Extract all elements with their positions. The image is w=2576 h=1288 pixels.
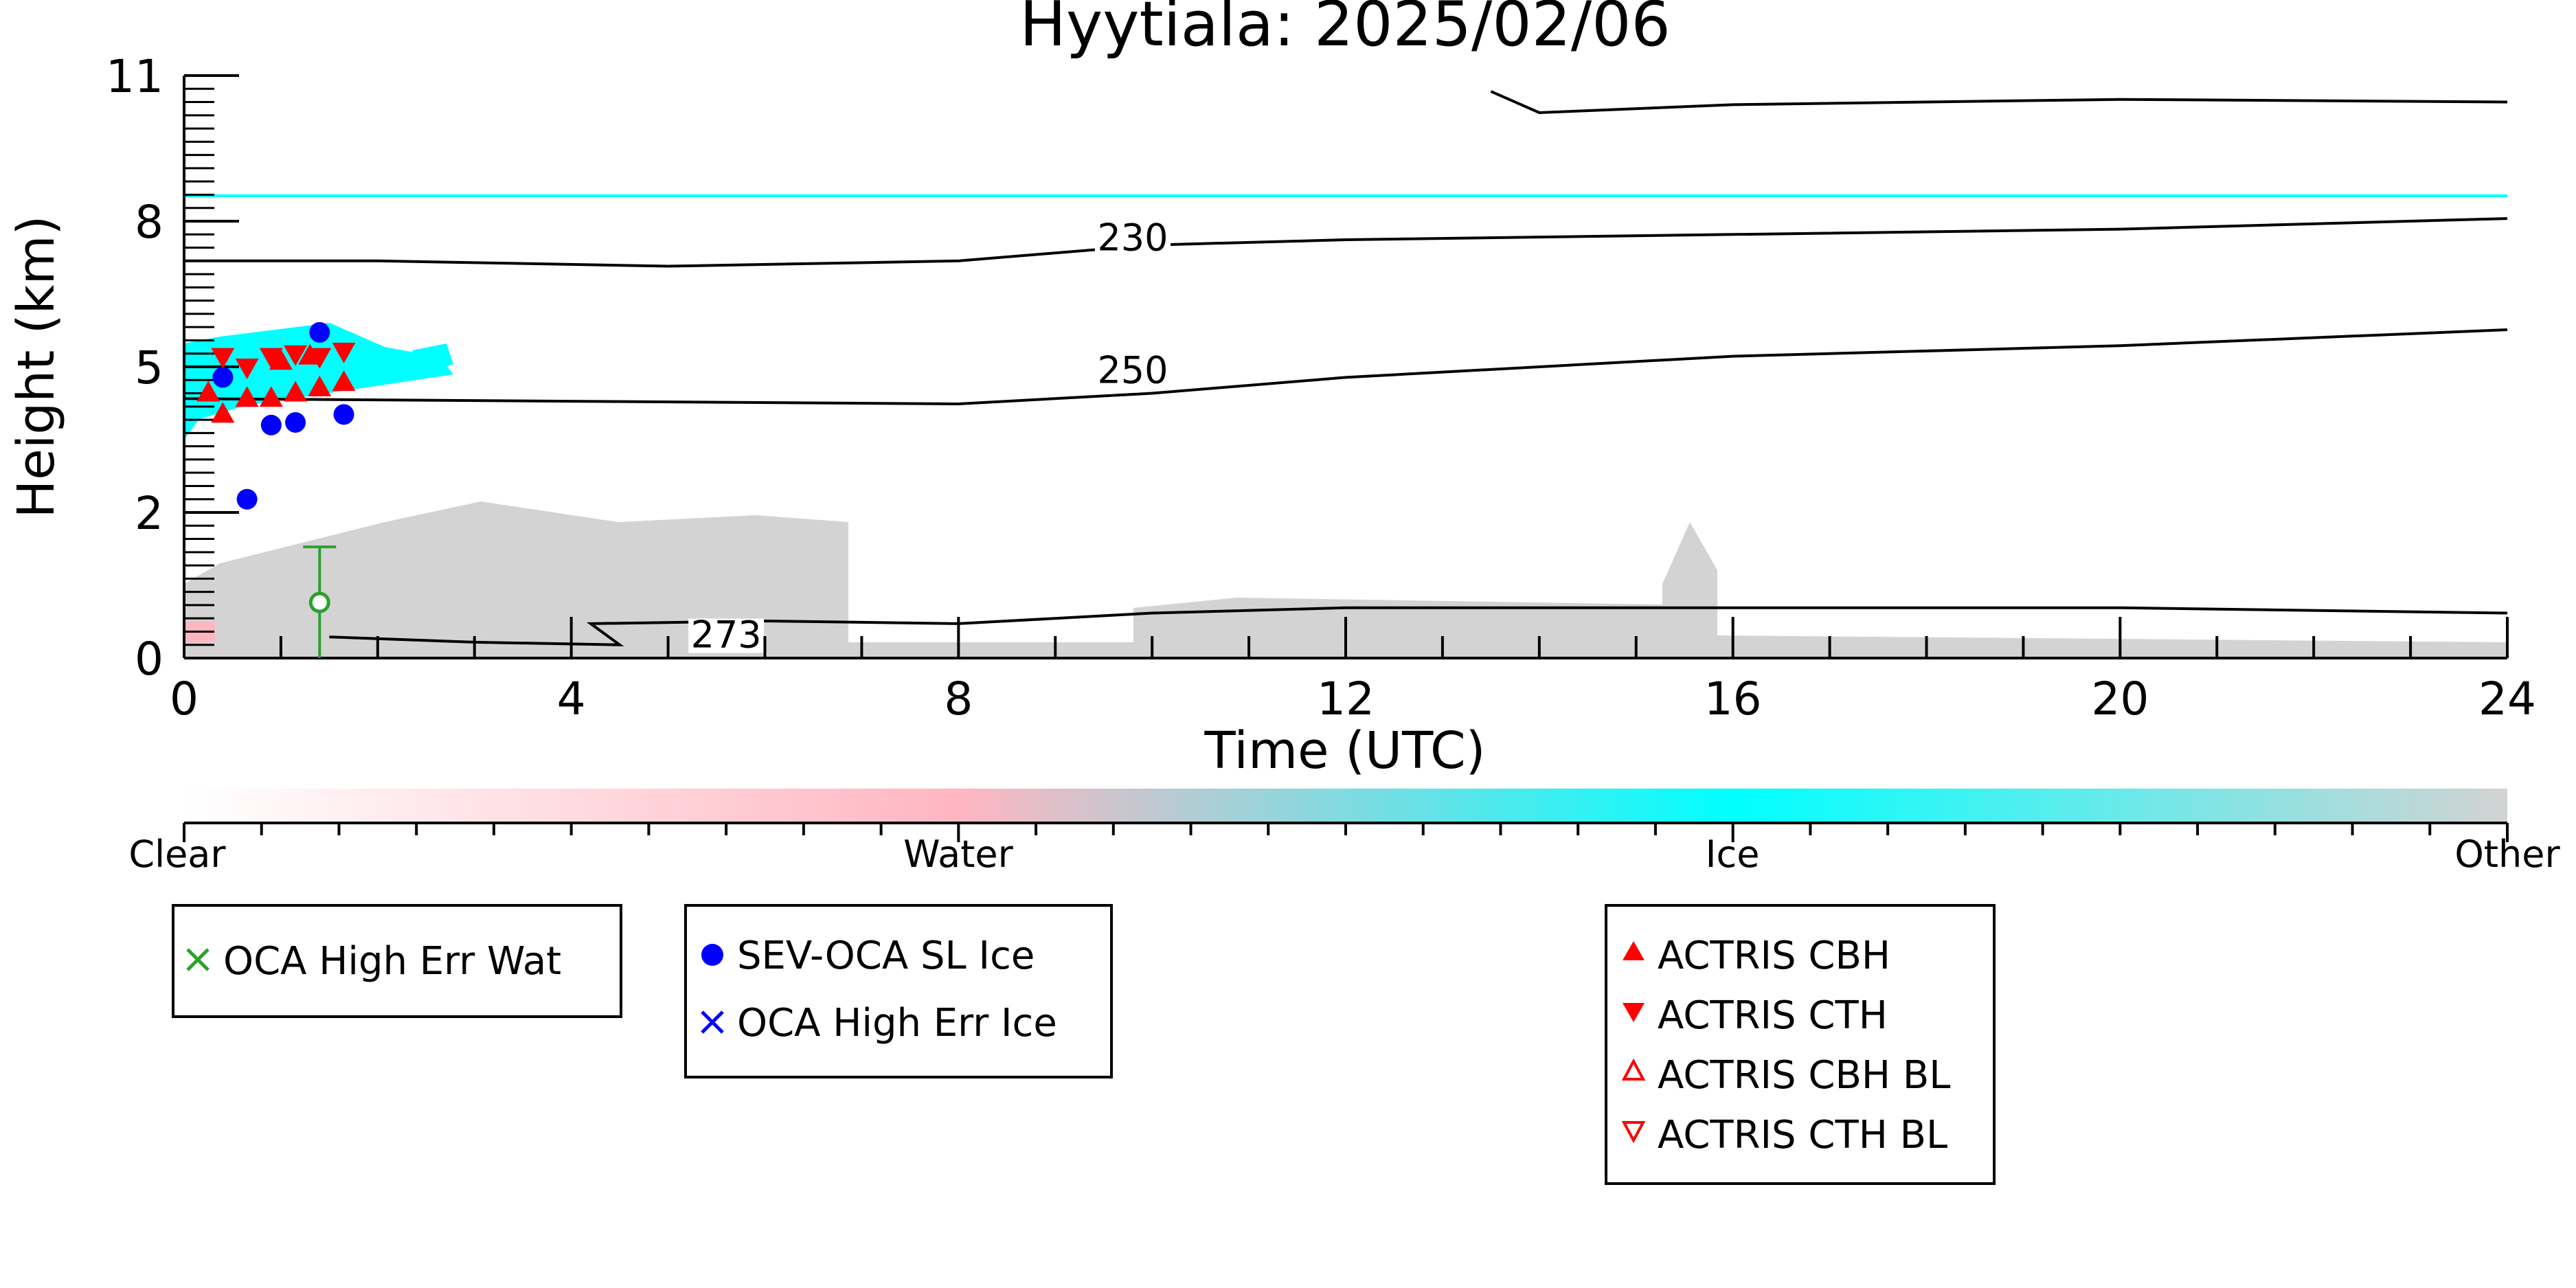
y-tick-label: 8 — [135, 196, 163, 249]
chart-title: Hyytiala: 2025/02/06 — [1019, 0, 1670, 60]
colorbar-gradient — [184, 789, 2507, 823]
data-point-triangle-up — [284, 381, 308, 402]
legend-box-3: ACTRIS CBH ACTRIS CTH ACTRIS CBH BL ACTR… — [1605, 904, 1996, 1185]
legend-frame — [684, 904, 1113, 1078]
circle-marker-icon — [701, 944, 723, 966]
y-axis-label: Height (km) — [7, 216, 66, 519]
triangle-down-open-marker-icon — [1621, 1121, 1646, 1144]
x-tick-label: 12 — [1317, 673, 1375, 725]
data-point-triangle-down — [332, 342, 356, 363]
triangle-up-marker-icon — [1623, 941, 1645, 960]
contour-line — [184, 217, 2508, 268]
triangle-down-marker-icon — [1623, 1003, 1645, 1022]
data-point-triangle-down — [284, 345, 308, 366]
data-point-triangle-up — [235, 386, 259, 407]
data-points — [196, 321, 356, 658]
x-marker-icon — [186, 948, 210, 971]
legend-frame — [1605, 904, 1996, 1185]
data-point-triangle-up — [308, 375, 332, 396]
legend-label: ACTRIS CTH BL — [1658, 1113, 1947, 1157]
legend-label: SEV-OCA SL Ice — [737, 934, 1035, 978]
colorbar-label-water: Water — [903, 833, 1013, 876]
x-tick-label: 8 — [944, 673, 973, 725]
colorbar-ticks — [183, 823, 2509, 842]
legend-label: ACTRIS CTH — [1658, 993, 1888, 1038]
colorbar-label-clear: Clear — [128, 833, 226, 876]
x-tick-label: 24 — [2478, 673, 2536, 725]
data-point-triangle-up — [269, 349, 293, 370]
contour-label: 273 — [691, 613, 762, 657]
data-point-triangle-down — [259, 348, 283, 369]
legend-label: ACTRIS CBH BL — [1658, 1053, 1950, 1098]
y-tick-label: 5 — [135, 341, 163, 394]
contour-label-bg — [688, 618, 765, 653]
ice-band — [184, 194, 2507, 197]
contour-label: 230 — [1097, 216, 1168, 260]
legend-frame — [172, 904, 622, 1018]
data-point-circle — [260, 414, 282, 436]
data-point-triangle-up — [211, 402, 235, 423]
other-region — [184, 501, 2507, 658]
data-point-open-circle — [308, 591, 330, 613]
y-tick-label: 2 — [135, 487, 163, 540]
colorbar-label-ice: Ice — [1706, 833, 1760, 876]
colorbar-label-other: Other — [2454, 833, 2560, 876]
x-tick-label: 20 — [2091, 673, 2149, 725]
contour-line — [183, 328, 2508, 406]
contour-label: 250 — [1097, 348, 1168, 392]
data-point-triangle-up — [332, 370, 356, 392]
data-point-circle — [333, 404, 354, 425]
colorbar: Clear Water Ice Other — [128, 789, 2560, 876]
data-point-circle — [309, 321, 330, 343]
legend-label: OCA High Err Wat — [223, 939, 561, 984]
data-point-triangle-down — [211, 348, 235, 369]
legend-box-1: OCA High Err Wat — [172, 904, 622, 1018]
ice-cloud-small — [412, 343, 453, 374]
contour-line — [1490, 90, 2508, 115]
data-point-circle — [285, 411, 306, 433]
legend-label: OCA High Err Ice — [737, 1001, 1057, 1046]
data-point-triangle-up — [259, 386, 283, 407]
axes: 0 4 8 12 16 20 24 0 2 5 8 11 — [106, 50, 2536, 725]
x-tick-label: 16 — [1704, 673, 1762, 725]
data-point-triangle-up — [196, 381, 221, 402]
x-ticks: 0 4 8 12 16 20 24 — [170, 617, 2536, 725]
data-point-circle — [236, 488, 258, 510]
y-tick-label: 0 — [135, 633, 163, 686]
data-point-circle — [212, 367, 234, 388]
x-tick-label: 0 — [170, 673, 199, 725]
y-ticks: 0 2 5 8 11 — [106, 50, 239, 686]
data-point-triangle-down — [235, 359, 259, 379]
legend-box-2: SEV-OCA SL Ice OCA High Err Ice — [684, 904, 1113, 1078]
contour-label-bg — [1094, 354, 1171, 389]
contour-label-bg — [1094, 221, 1171, 256]
triangle-up-open-marker-icon — [1621, 1058, 1646, 1081]
data-point-triangle-down — [308, 348, 332, 369]
y-tick-label: 11 — [106, 50, 163, 103]
legend-label: ACTRIS CBH — [1658, 934, 1890, 978]
x-marker-icon — [701, 1010, 724, 1034]
x-tick-label: 4 — [557, 673, 586, 725]
x-axis-label: Time (UTC) — [1204, 721, 1485, 780]
